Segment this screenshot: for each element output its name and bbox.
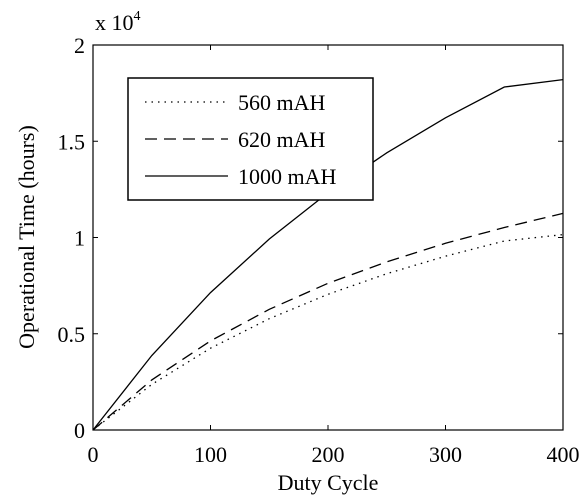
y-tick-label: 0: [74, 418, 85, 443]
x-tick-label: 200: [312, 442, 345, 467]
x-tick-label: 400: [547, 442, 580, 467]
y-tick-label: 2: [74, 33, 85, 58]
x-tick-label: 0: [88, 442, 99, 467]
legend-label-2: 1000 mAH: [238, 164, 337, 189]
legend: 560 mAH 620 mAH 1000 mAH: [127, 77, 374, 201]
y-multiplier-base: x 10: [95, 10, 134, 35]
legend-label-0: 560 mAH: [238, 90, 326, 115]
x-tick-label: 300: [429, 442, 462, 467]
legend-label-1: 620 mAH: [238, 127, 326, 152]
y-multiplier-exponent: 4: [134, 9, 141, 24]
y-axis-label: Operational Time (hours): [14, 125, 39, 349]
y-axis-multiplier: x 104: [95, 9, 141, 35]
x-tick-label: 100: [194, 442, 227, 467]
y-tick-label: 0.5: [58, 322, 86, 347]
y-tick-label: 1.5: [58, 129, 86, 154]
y-tick-label: 1: [74, 226, 85, 251]
series-line-1: [92, 212, 564, 431]
series-line-0: [92, 233, 564, 431]
x-axis-label: Duty Cycle: [278, 470, 379, 495]
